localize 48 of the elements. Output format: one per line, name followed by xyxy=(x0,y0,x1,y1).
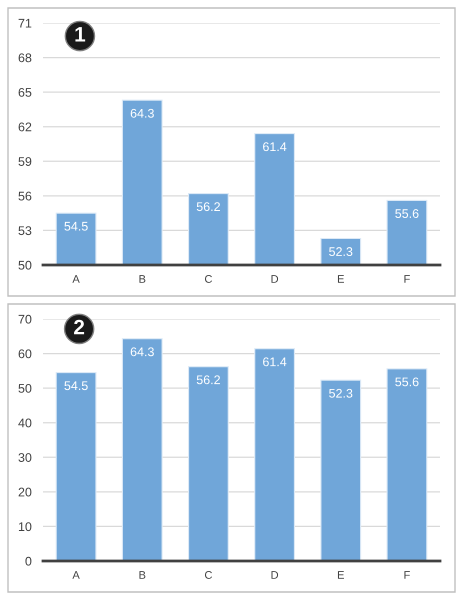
x-tick-label: A xyxy=(72,571,80,579)
x-tick-label: D xyxy=(271,571,278,579)
data-label: 54.5 xyxy=(64,381,88,390)
y-tick-label: 62 xyxy=(18,122,32,132)
x-tick-label: F xyxy=(404,275,410,283)
x-tick-label: D xyxy=(271,275,278,283)
y-tick-label: 56 xyxy=(18,192,32,201)
annotation: 2 xyxy=(74,320,84,334)
data-label: 64.3 xyxy=(130,347,154,356)
data-label: 52.3 xyxy=(329,388,352,398)
data-label: 55.6 xyxy=(395,377,419,386)
y-tick-label: 53 xyxy=(18,226,32,236)
x-tick-label: B xyxy=(139,275,146,283)
y-tick-label: 65 xyxy=(18,88,32,97)
y-tick-label: 10 xyxy=(18,522,32,532)
data-label: 54.5 xyxy=(64,222,88,231)
bar xyxy=(254,348,295,561)
bar xyxy=(56,372,96,561)
x-tick-label: A xyxy=(72,275,80,283)
data-label: 64.3 xyxy=(130,108,154,118)
y-tick-label: 68 xyxy=(18,53,32,62)
data-label: 56.2 xyxy=(196,375,220,384)
x-tick-label: E xyxy=(338,571,344,579)
y-tick-label: 59 xyxy=(18,157,32,166)
y-tick-label: 50 xyxy=(18,260,32,270)
x-tick-label: B xyxy=(139,571,146,579)
data-label: 52.3 xyxy=(329,247,352,256)
y-tick-label: 40 xyxy=(18,418,32,428)
y-tick-label: 30 xyxy=(18,453,32,462)
bar xyxy=(320,380,362,561)
y-tick-label: 0 xyxy=(25,556,32,566)
y-tick-label: 70 xyxy=(18,314,32,324)
x-tick-label: F xyxy=(404,571,410,579)
y-tick-label: 50 xyxy=(18,384,32,393)
y-tick-label: 71 xyxy=(18,18,32,28)
data-label: 55.6 xyxy=(395,209,419,218)
y-tick-label: 60 xyxy=(18,349,32,358)
bar xyxy=(188,366,229,561)
data-label: 56.2 xyxy=(196,202,220,212)
x-tick-label: C xyxy=(204,571,212,579)
x-tick-label: E xyxy=(338,275,344,283)
y-tick-label: 20 xyxy=(18,488,32,497)
data-label: 61.4 xyxy=(263,142,286,152)
annotation: 1 xyxy=(75,27,86,42)
data-label: 61.4 xyxy=(263,357,286,366)
bar xyxy=(122,338,163,561)
bar xyxy=(386,368,428,561)
x-tick-label: C xyxy=(204,275,212,283)
